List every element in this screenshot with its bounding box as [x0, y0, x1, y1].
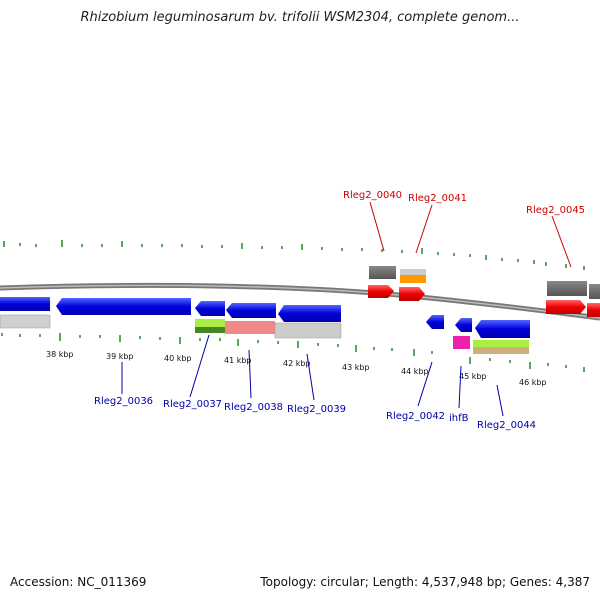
kbp-label: 41 kbp: [224, 356, 252, 365]
gene-label-rleg2-0040: Rleg2_0040: [343, 190, 402, 201]
kbp-label: 43 kbp: [342, 363, 370, 372]
gene-rleg2-0037: [195, 301, 225, 316]
gene-rleg2-0041: [399, 287, 425, 301]
feature-0038-pink: [225, 321, 275, 334]
feature-right-bar: [589, 284, 600, 299]
gene-labels-top: Rleg2_0040 Rleg2_0041 Rleg2_0045: [343, 190, 585, 268]
gene-rleg2-0038: [226, 303, 276, 318]
gene-rleg2-0045: [546, 300, 586, 314]
kbp-label: 38 kbp: [46, 350, 74, 359]
feature-ihfb-magenta: [453, 336, 470, 349]
kbp-label: 46 kbp: [519, 378, 547, 387]
gene-label-rleg2-0038: Rleg2_0038: [224, 402, 283, 413]
kbp-label: 45 kbp: [459, 372, 487, 381]
gene-labels-bottom: Rleg2_0036 Rleg2_0037 Rleg2_0038 Rleg2_0…: [94, 334, 536, 431]
reverse-strand-features[interactable]: [0, 297, 530, 354]
gene-rleg2-0040: [368, 285, 394, 298]
feature-rleg2-0045-bar: [547, 281, 587, 296]
gene-rleg2-0036: [56, 298, 191, 315]
feature-0039-gray: [274, 322, 342, 339]
gc-track-lower: [1, 333, 585, 372]
gene-label-ihfb: ihfB: [449, 413, 469, 424]
kbp-label: 40 kbp: [164, 354, 192, 363]
gene-rleg2-0044: [475, 320, 530, 338]
gene-ihfb: [455, 318, 472, 332]
feature-left-gray: [0, 314, 51, 329]
gene-label-rleg2-0037: Rleg2_0037: [163, 399, 222, 410]
kbp-label: 44 kbp: [401, 367, 429, 376]
kbp-label: 42 kbp: [283, 359, 311, 368]
gene-rleg2-0039: [278, 305, 341, 322]
kbp-axis-labels: 38 kbp 39 kbp 40 kbp 41 kbp 42 kbp 43 kb…: [46, 350, 547, 387]
gene-label-rleg2-0041: Rleg2_0041: [408, 193, 467, 204]
gene-right-edge: [587, 303, 600, 317]
gene-label-rleg2-0036: Rleg2_0036: [94, 396, 153, 407]
feature-0037-green: [195, 319, 225, 327]
kbp-label: 39 kbp: [106, 352, 134, 361]
feature-rleg2-0041-orange: [400, 275, 426, 283]
feature-rleg2-0041-top: [400, 269, 426, 275]
forward-strand-features[interactable]: [368, 266, 600, 317]
feature-0044-green: [473, 340, 529, 347]
gene-label-rleg2-0044: Rleg2_0044: [477, 420, 536, 431]
accession-text: Accession: NC_011369: [10, 575, 147, 589]
gene-label-rleg2-0039: Rleg2_0039: [287, 404, 346, 415]
map-title: Rhizobium leguminosarum bv. trifolii WSM…: [80, 10, 520, 25]
feature-0037-darkgreen: [195, 327, 225, 333]
feature-rleg2-0040-bar: [369, 266, 396, 279]
topology-text: Topology: circular; Length: 4,537,948 bp…: [260, 575, 590, 589]
feature-0044-tan: [473, 347, 529, 354]
gene-label-rleg2-0042: Rleg2_0042: [386, 411, 445, 422]
gene-label-rleg2-0045: Rleg2_0045: [526, 205, 585, 216]
gene-rleg2-0042: [426, 315, 444, 329]
gc-track-upper: [3, 240, 585, 270]
gene-left-edge: [0, 297, 50, 311]
